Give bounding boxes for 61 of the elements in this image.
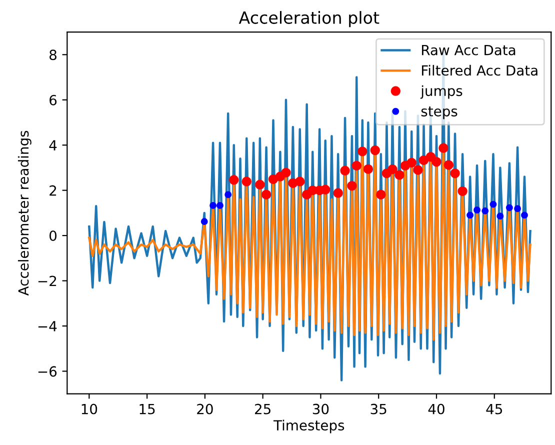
point xyxy=(444,160,454,170)
point xyxy=(352,160,362,171)
point xyxy=(458,186,468,196)
point xyxy=(514,205,522,212)
point xyxy=(358,146,368,156)
point xyxy=(426,152,436,162)
legend-label: Raw Acc Data xyxy=(422,44,516,56)
point xyxy=(438,143,448,153)
y-tick-label: 0 xyxy=(50,230,57,242)
y-tick-label: −2 xyxy=(38,276,56,286)
point xyxy=(333,188,343,198)
point xyxy=(216,202,224,209)
x-tick-label: 20 xyxy=(197,404,213,414)
x-tick-label: 10 xyxy=(82,404,98,414)
y-axis-title: Accelerometer readings xyxy=(18,130,32,296)
point xyxy=(474,206,480,214)
x-axis-title: Timesteps xyxy=(273,420,344,434)
point xyxy=(406,158,416,168)
point xyxy=(200,218,208,225)
point xyxy=(482,207,489,214)
point xyxy=(255,180,265,190)
point xyxy=(376,190,386,200)
point xyxy=(496,212,504,220)
point xyxy=(295,176,305,186)
point xyxy=(224,191,232,198)
point xyxy=(506,204,513,212)
point xyxy=(394,170,404,180)
point xyxy=(340,166,350,176)
y-tick-label: 6 xyxy=(50,94,57,106)
x-tick-label: 45 xyxy=(486,404,502,414)
x-tick-label: 25 xyxy=(255,404,270,414)
x-tick-label: 40 xyxy=(428,404,444,414)
point xyxy=(261,190,272,200)
point xyxy=(281,168,291,178)
y-tick-label: 8 xyxy=(50,50,56,60)
point xyxy=(432,156,442,167)
y-tick-label: −6 xyxy=(38,366,57,377)
legend-label: jumps xyxy=(420,85,462,99)
point xyxy=(347,180,357,191)
point xyxy=(521,212,528,219)
y-tick-label: −4 xyxy=(38,321,57,332)
legend-label: steps xyxy=(421,106,458,120)
point xyxy=(450,168,460,178)
x-tick-label: 30 xyxy=(312,404,329,414)
y-tick-label: 2 xyxy=(50,185,56,196)
chart-title: Acceleration plot xyxy=(238,11,380,28)
x-tick-label: 35 xyxy=(370,404,386,414)
point xyxy=(210,202,217,209)
point xyxy=(413,165,423,175)
y-tick-label: 4 xyxy=(49,140,57,150)
point xyxy=(320,184,330,195)
point xyxy=(242,176,252,186)
legend-label: Filtered Acc Data xyxy=(422,64,538,76)
point xyxy=(466,212,474,219)
point xyxy=(370,145,380,156)
point xyxy=(418,155,429,166)
point xyxy=(388,164,398,174)
point xyxy=(229,175,239,185)
point xyxy=(363,164,374,174)
point xyxy=(490,200,497,208)
x-tick-label: 15 xyxy=(140,404,155,414)
